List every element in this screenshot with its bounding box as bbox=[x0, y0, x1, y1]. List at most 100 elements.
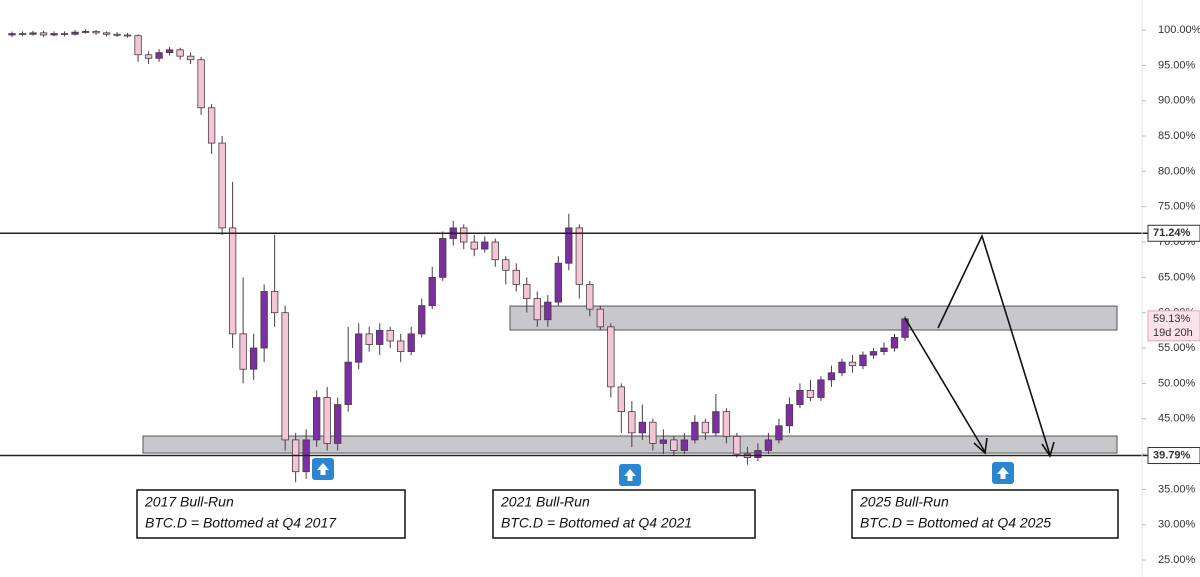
candle-body bbox=[680, 439, 689, 451]
candle-body bbox=[439, 238, 447, 278]
zone bbox=[509, 305, 1118, 331]
annotation-text: 2021 Bull-Run bbox=[500, 494, 590, 510]
y-tick-label: 45.00% bbox=[1158, 413, 1196, 425]
price-label: 59.13% bbox=[1153, 313, 1191, 325]
candle-body bbox=[270, 291, 279, 314]
candle-body bbox=[81, 31, 90, 33]
candle-body bbox=[102, 32, 111, 35]
countdown-label: 19d 20h bbox=[1153, 327, 1193, 339]
candle-body bbox=[228, 227, 237, 335]
level-label: 39.79% bbox=[1153, 449, 1191, 461]
candle-body bbox=[18, 33, 27, 35]
candle-body bbox=[502, 259, 510, 271]
candle-body bbox=[239, 333, 247, 370]
candle-body bbox=[733, 435, 741, 455]
zones bbox=[142, 305, 1118, 454]
y-tick-label: 35.00% bbox=[1158, 483, 1196, 495]
candle-body bbox=[186, 55, 195, 61]
price-badge bbox=[1147, 310, 1200, 342]
zone bbox=[142, 435, 1118, 454]
up-icon bbox=[992, 462, 1014, 484]
y-tick-label: 55.00% bbox=[1158, 342, 1196, 354]
candle-body bbox=[281, 312, 289, 441]
badges: 71.24% 39.79% 59.13% 19d 20h bbox=[1147, 224, 1200, 465]
candle-body bbox=[890, 337, 899, 349]
candle-body bbox=[176, 49, 184, 57]
candle-body bbox=[775, 425, 783, 441]
annotation-text: BTC.D = Bottomed at Q4 2017 bbox=[145, 515, 337, 531]
candle-body bbox=[50, 33, 58, 36]
candle-body bbox=[869, 351, 878, 356]
candle-body bbox=[544, 301, 552, 321]
y-tick-label: 95.00% bbox=[1158, 59, 1196, 71]
candle-body bbox=[596, 308, 604, 328]
candle-body bbox=[586, 284, 594, 310]
candle-body bbox=[71, 31, 79, 35]
level-label: 71.24% bbox=[1153, 227, 1191, 239]
candle-body bbox=[659, 439, 668, 444]
candle-body bbox=[134, 35, 142, 56]
candles bbox=[8, 29, 909, 483]
candle-body bbox=[722, 411, 731, 437]
y-tick-label: 80.00% bbox=[1158, 165, 1196, 177]
annotation-text: BTC.D = Bottomed at Q4 2021 bbox=[501, 515, 692, 531]
y-axis: 100.00%95.00%90.00%85.00%80.00%75.00%70.… bbox=[1141, 0, 1200, 577]
candle-body bbox=[260, 291, 268, 349]
candle-body bbox=[785, 404, 794, 427]
candle-body bbox=[418, 305, 426, 335]
candle-body bbox=[607, 326, 615, 388]
candle-body bbox=[355, 333, 363, 363]
y-tick-label: 100.00% bbox=[1158, 24, 1200, 36]
candle-body bbox=[113, 33, 121, 36]
level-badge bbox=[1147, 447, 1200, 465]
candle-body bbox=[155, 52, 163, 59]
y-tick-label: 75.00% bbox=[1158, 201, 1196, 213]
candle-body bbox=[827, 372, 836, 381]
candle-body bbox=[397, 340, 405, 352]
candle-body bbox=[764, 439, 773, 451]
candle-body bbox=[554, 262, 562, 303]
candle-body bbox=[29, 32, 37, 35]
candle-body bbox=[701, 421, 710, 434]
candle-body bbox=[712, 411, 720, 434]
arrow-path bbox=[904, 317, 986, 453]
candle-body bbox=[165, 49, 174, 54]
annotation-text: 2025 Bull-Run bbox=[859, 494, 949, 510]
candle-body bbox=[491, 241, 499, 261]
candle-body bbox=[249, 347, 258, 370]
annotation-text: 2017 Bull-Run bbox=[144, 494, 234, 510]
annotation-box bbox=[851, 489, 1119, 539]
arrow-head bbox=[1041, 441, 1055, 458]
annotation-box bbox=[492, 489, 756, 539]
candle-body bbox=[334, 404, 342, 444]
annotation-box bbox=[136, 489, 406, 539]
candle-body bbox=[197, 59, 205, 109]
candle-body bbox=[565, 227, 573, 264]
candle-body bbox=[144, 54, 153, 59]
candle-body bbox=[817, 379, 825, 398]
projection-arrows bbox=[904, 233, 1055, 458]
y-tick-label: 50.00% bbox=[1158, 377, 1196, 389]
up-icon bbox=[312, 458, 334, 480]
candle-body bbox=[628, 411, 636, 434]
y-tick-label: 25.00% bbox=[1158, 554, 1196, 566]
y-tick-label: 30.00% bbox=[1158, 519, 1196, 531]
y-tick-label: 85.00% bbox=[1158, 130, 1196, 142]
candle-body bbox=[344, 361, 352, 405]
candle-body bbox=[880, 347, 888, 352]
candle-body bbox=[523, 284, 531, 299]
levels bbox=[0, 232, 1148, 457]
candle-body bbox=[218, 142, 226, 229]
candle-body bbox=[123, 34, 132, 37]
candle-body bbox=[806, 390, 815, 398]
candle-body bbox=[92, 31, 100, 34]
y-tick-label: 65.00% bbox=[1158, 271, 1196, 283]
candle-body bbox=[838, 361, 846, 374]
candle-body bbox=[859, 354, 867, 367]
candle-body bbox=[638, 421, 647, 434]
candle-body bbox=[428, 276, 436, 307]
candle-body bbox=[365, 333, 373, 345]
candle-body bbox=[460, 227, 468, 243]
annotations: 2017 Bull-Run BTC.D = Bottomed at Q4 2017… bbox=[136, 489, 1119, 539]
candle-body bbox=[617, 386, 625, 413]
